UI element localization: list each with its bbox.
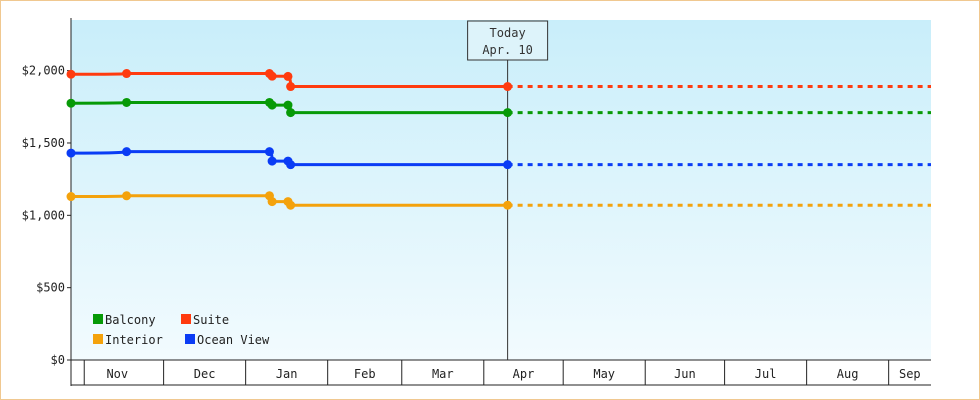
x-tick-label: Dec — [194, 367, 216, 381]
data-point — [122, 97, 132, 107]
data-point — [66, 192, 76, 202]
data-point — [66, 98, 76, 108]
data-point — [264, 147, 274, 157]
y-tick-label: $1,000 — [22, 208, 65, 222]
legend-swatch — [93, 314, 103, 324]
x-tick-label: Sep — [899, 367, 921, 381]
x-tick-label: Apr — [513, 367, 535, 381]
legend-swatch — [185, 334, 195, 344]
data-point — [503, 82, 513, 92]
data-point — [503, 200, 513, 210]
x-tick-label: Aug — [837, 367, 859, 381]
y-tick-label: $500 — [36, 281, 65, 295]
data-point — [122, 69, 132, 79]
data-point — [66, 148, 76, 158]
legend-swatch — [93, 334, 103, 344]
x-tick-label: Jul — [755, 367, 777, 381]
data-point — [503, 108, 513, 118]
data-point — [286, 108, 296, 118]
y-tick-label: $1,500 — [22, 136, 65, 150]
legend-label: Ocean View — [197, 333, 270, 347]
y-tick-label: $2,000 — [22, 64, 65, 78]
data-point — [267, 197, 277, 207]
x-tick-label: Jun — [674, 367, 696, 381]
legend-label: Suite — [193, 313, 229, 327]
data-point — [122, 191, 132, 201]
plot-area — [71, 20, 931, 360]
data-point — [283, 71, 293, 81]
today-box — [467, 20, 549, 61]
today-date-label: Apr. 10 — [482, 43, 533, 57]
data-point — [267, 156, 277, 166]
data-point — [286, 200, 296, 210]
x-tick-label: May — [593, 367, 615, 381]
legend-swatch — [181, 314, 191, 324]
x-tick-label: Mar — [432, 367, 454, 381]
data-point — [286, 160, 296, 170]
legend-label: Balcony — [105, 313, 156, 327]
x-tick-label: Feb — [354, 367, 376, 381]
legend-label: Interior — [105, 333, 163, 347]
data-point — [122, 147, 132, 157]
x-tick-label: Jan — [276, 367, 298, 381]
x-tick-label: Nov — [106, 367, 128, 381]
y-tick-label: $0 — [51, 353, 65, 367]
data-point — [66, 69, 76, 79]
data-point — [267, 71, 277, 81]
data-point — [267, 100, 277, 110]
data-point — [283, 100, 293, 110]
today-label: Today — [490, 26, 526, 40]
data-point — [503, 160, 513, 170]
data-point — [286, 82, 296, 92]
